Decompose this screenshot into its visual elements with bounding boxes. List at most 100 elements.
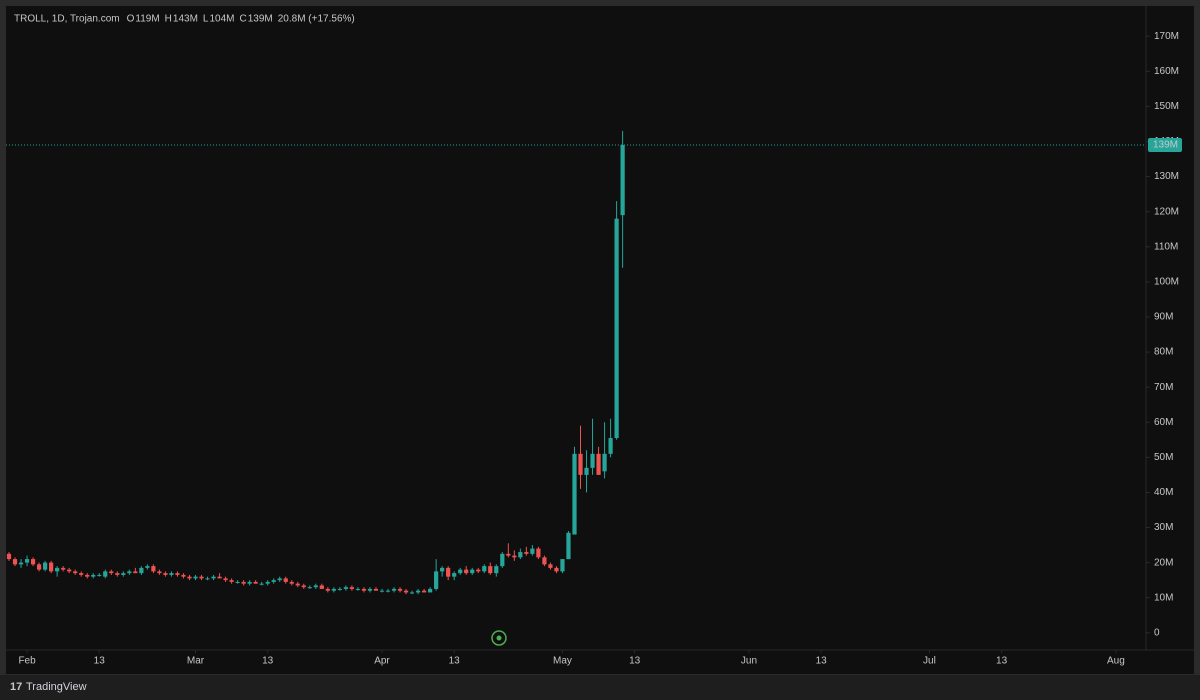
last-price-box (1148, 137, 1182, 152)
candle-body (42, 562, 48, 570)
y-tick-label: 100M (1154, 276, 1179, 287)
candle-body (421, 590, 427, 593)
y-tick-label: 80M (1154, 347, 1173, 358)
candle-body (385, 590, 391, 592)
x-tick-label: Apr (374, 656, 390, 667)
candle-body (373, 588, 379, 591)
candle-body (127, 571, 132, 574)
candle-body (512, 555, 517, 558)
event-icon[interactable] (491, 630, 507, 646)
last-price-label: 139M (1153, 140, 1178, 151)
candle-body (139, 567, 144, 574)
candle-body (409, 592, 415, 594)
candle-body (476, 569, 481, 572)
ohlc-key: L (203, 14, 209, 25)
candle-body (548, 564, 553, 568)
candle-body (49, 562, 54, 572)
candle-body (211, 576, 216, 579)
x-tick-label: Feb (18, 656, 36, 667)
ohlc-value: 139M (248, 14, 273, 25)
candle-body (277, 578, 282, 581)
candle-body (91, 574, 96, 577)
candle-body (30, 559, 36, 565)
candle-body (55, 567, 60, 572)
candle-body (319, 585, 324, 589)
ohlc-key: O (127, 14, 135, 25)
candle-body (608, 438, 613, 454)
candle-body (247, 581, 252, 584)
candle-body (397, 588, 403, 591)
candle-body (464, 569, 469, 574)
candle-body (271, 580, 276, 582)
candle-body (175, 573, 180, 575)
y-tick-label: 50M (1154, 452, 1173, 463)
ohlc-key: H (165, 14, 172, 25)
candle-body (337, 588, 342, 590)
candle-body (145, 566, 150, 568)
candle-body (494, 566, 499, 574)
candle-body (163, 573, 168, 575)
symbol: TROLL, 1D, Trojan.com (14, 14, 120, 25)
x-tick-label: Mar (187, 656, 205, 667)
candle-body (121, 573, 126, 575)
candle-body (235, 581, 240, 583)
candle-body (500, 553, 505, 567)
x-tick-label: 13 (629, 656, 641, 667)
ohlc-value: 143M (173, 14, 198, 25)
candle-body (241, 581, 246, 584)
candle-body (325, 588, 330, 591)
candle-body (584, 467, 589, 475)
candle-body (349, 587, 355, 589)
candle-body (566, 532, 571, 560)
candle-body (596, 453, 601, 475)
candle-body (36, 564, 42, 570)
candle-body (536, 548, 541, 558)
candle-body (470, 569, 475, 574)
y-tick-label: 60M (1154, 417, 1173, 428)
candle-body (446, 567, 451, 577)
candle-body (367, 588, 373, 591)
y-tick-label: 150M (1154, 101, 1179, 112)
y-tick-label: 120M (1154, 206, 1179, 217)
candle-body (343, 587, 348, 589)
candle-body (85, 574, 90, 577)
y-tick-label: 170M (1154, 31, 1179, 42)
candle-body (67, 569, 72, 572)
candle-body (560, 559, 565, 572)
candle-body (97, 574, 102, 576)
candle-body (151, 566, 156, 572)
candle-body (458, 569, 463, 574)
x-tick-label: 13 (449, 656, 461, 667)
candle-body (265, 581, 270, 584)
candle-body (361, 588, 367, 591)
candle-body (482, 566, 487, 572)
candle-body (283, 578, 288, 582)
candle-body (524, 552, 529, 554)
candle-body (434, 571, 439, 589)
candle-body (331, 588, 336, 591)
ohlc-key: C (239, 14, 246, 25)
candle-body (301, 585, 306, 588)
candle-body (488, 566, 493, 574)
y-tick-label: 90M (1154, 312, 1173, 323)
candle-body (229, 580, 234, 582)
candle-body (452, 573, 457, 577)
candle-body (6, 553, 12, 560)
candle-body (428, 588, 433, 593)
candle-body (295, 583, 300, 586)
candle-body (307, 587, 312, 589)
candle-body (554, 567, 559, 572)
y-tick-label: 70M (1154, 382, 1173, 393)
x-tick-label: 13 (996, 656, 1008, 667)
y-tick-label: 40M (1154, 487, 1173, 498)
candle-body (115, 573, 120, 575)
candle-body (415, 590, 421, 593)
y-tick-label: 10M (1154, 592, 1173, 603)
event-icon-dot (496, 635, 502, 641)
candle-body (313, 585, 318, 588)
ohlc-value: 104M (209, 14, 234, 25)
candle-body (379, 590, 385, 592)
x-tick-label: 13 (262, 656, 274, 667)
x-tick-label: Jun (741, 656, 757, 667)
